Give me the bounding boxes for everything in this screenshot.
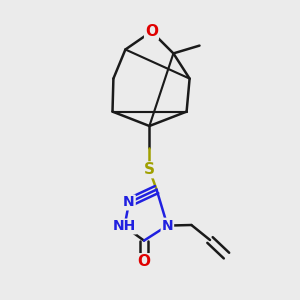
Text: O: O bbox=[145, 24, 158, 39]
Text: N: N bbox=[123, 196, 135, 209]
Text: N: N bbox=[162, 219, 173, 232]
Text: NH: NH bbox=[113, 220, 136, 233]
Text: S: S bbox=[144, 162, 155, 177]
Text: O: O bbox=[137, 254, 151, 269]
